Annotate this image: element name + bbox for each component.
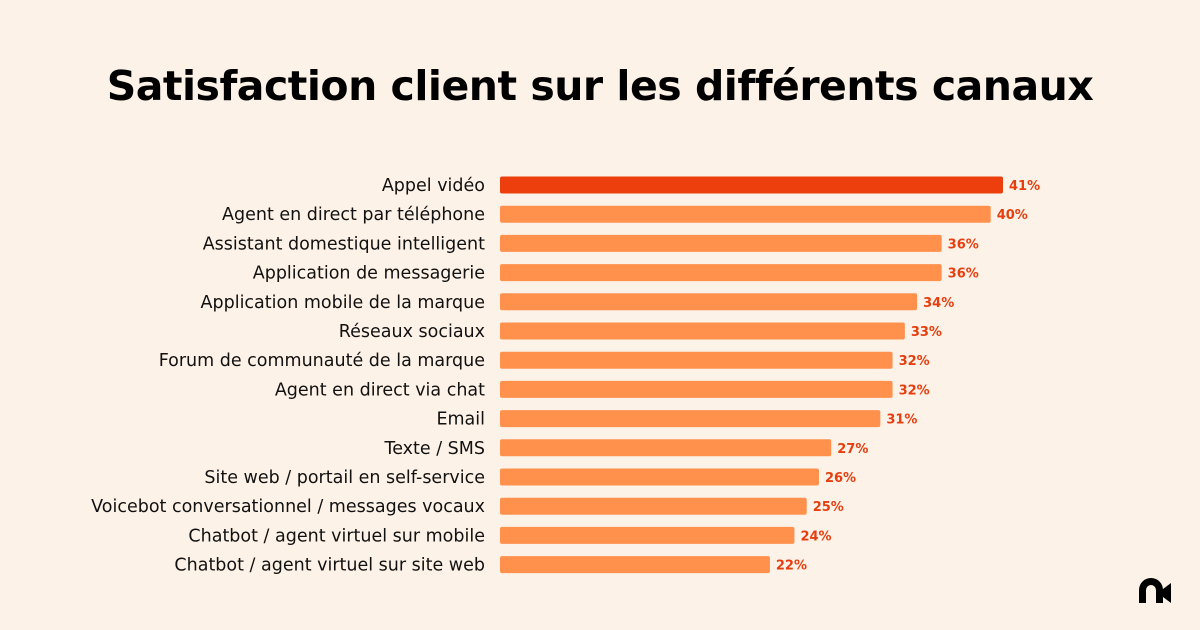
value-label: 36% [948,237,979,252]
category-label: Forum de communauté de la marque [159,351,485,371]
bar [500,410,881,428]
category-label: Appel vidéo [382,176,485,196]
value-label: 34% [923,296,954,311]
bar [500,380,893,398]
bar [500,556,770,574]
bar [500,234,942,252]
bar [500,205,991,223]
category-label: Texte / SMS [384,439,486,459]
category-label: Application mobile de la marque [201,293,485,313]
category-label: Agent en direct via chat [275,380,485,400]
category-label: Chatbot / agent virtuel sur site web [174,556,485,576]
category-label: Voicebot conversationnel / messages voca… [91,497,485,517]
chart-title: Satisfaction client sur les différents c… [106,62,1094,110]
category-label: Email [436,410,485,430]
bar [500,351,893,369]
value-label: 31% [886,413,917,428]
value-label: 25% [813,500,844,515]
category-label: Application de messagerie [253,264,485,284]
value-label: 27% [837,442,868,457]
bar [500,176,1003,194]
bar [500,293,918,311]
value-label: 33% [911,325,942,340]
category-label: Site web / portail en self-service [204,468,485,488]
category-label: Assistant domestique intelligent [203,234,485,254]
brand-logo-icon [1139,578,1171,603]
value-label: 36% [948,267,979,282]
bar [500,264,942,282]
bar [500,468,819,486]
bar [500,526,795,544]
category-label: Réseaux sociaux [339,322,485,342]
value-label: 41% [1009,179,1040,194]
value-label: 32% [899,383,930,398]
bar [500,322,905,340]
bar [500,497,807,515]
value-label: 26% [825,471,856,486]
value-label: 32% [899,354,930,369]
value-label: 40% [997,208,1028,223]
bar [500,439,832,457]
value-label: 24% [800,529,831,544]
category-label: Chatbot / agent virtuel sur mobile [188,526,485,546]
value-label: 22% [776,559,807,574]
category-label: Agent en direct par téléphone [222,205,485,225]
